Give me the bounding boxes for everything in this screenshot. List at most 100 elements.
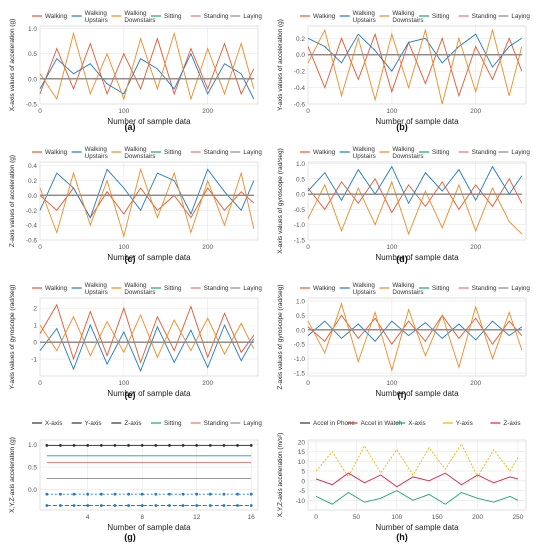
legend-label: Sitting (432, 13, 450, 20)
y-tick-label: 0 (301, 478, 305, 485)
series-line-walking (307, 314, 523, 345)
legend: Walking WalkingUpstairsWalkingDownstairsS… (32, 282, 262, 296)
data-point (86, 444, 90, 447)
y-tick-label: 20 (298, 439, 306, 446)
chart-panel-7: 1.0 0.5 0.0 4 8 12 16 Number of sample data X,Y,… (9, 420, 262, 542)
y-tick-label: -0.5 (26, 102, 38, 109)
legend: Accel in Phone Accel in Watch X-axis Y-axis… (300, 420, 521, 427)
legend-label: Walking (353, 10, 376, 17)
data-point (113, 444, 117, 447)
y-tick-label: -0.2 (26, 208, 38, 215)
y-tick-label: -0.5 (294, 207, 306, 214)
y-tick-label: 0 (33, 340, 37, 347)
x-tick-label: 0 (314, 514, 318, 521)
y-tick-label: 15 (298, 449, 306, 456)
legend-label: Walking (45, 149, 68, 156)
legend-label: Walking (353, 282, 376, 289)
y-tick-label: 0.2 (296, 36, 305, 43)
data-point (140, 504, 144, 507)
y-axis-label: X,Y,Z-axis acceleration (g) (9, 437, 16, 513)
data-point (127, 504, 130, 507)
data-point (208, 492, 212, 496)
legend: Walking WalkingUpstairsWalkingDownstairsS… (300, 146, 530, 160)
x-tick-label: 0 (38, 108, 42, 115)
x-axis-label: Number of sample data (107, 253, 191, 262)
data-point (208, 444, 212, 447)
x-tick-label: 4 (86, 514, 90, 521)
y-tick-label: 0.0 (296, 192, 305, 199)
series-line-walking-upstairs (307, 320, 523, 342)
x-tick-label: 200 (470, 244, 481, 251)
data-point (168, 504, 171, 507)
legend-label: Laying (511, 285, 530, 292)
chart-panel-3: 0.4 0.2 0.0 -0.2 -0.4 -0.60 100 200 Number of sa… (9, 146, 262, 264)
y-tick-label: 0.5 (296, 176, 305, 183)
legend-label: Laying (243, 285, 262, 292)
x-tick-label: 100 (118, 380, 129, 387)
y-tick-label: -0.5 (294, 342, 306, 349)
y-axis-label: Z-axis values of acceleration (g) (9, 155, 16, 247)
legend-label: Laying (511, 13, 530, 20)
legend-label: Walking (85, 146, 108, 153)
data-point (72, 444, 76, 447)
data-point (195, 444, 199, 447)
x-tick-label: 150 (432, 514, 443, 521)
chart-panel-2: 0.2 0.0 -0.2 -0.4 -0.60 100 200 Number of sampl… (277, 10, 530, 132)
legend-label: Z-axis (503, 420, 520, 427)
series-line-walking (307, 177, 523, 214)
legend-label: Upstairs (353, 153, 376, 160)
y-tick-label: 0.0 (28, 76, 37, 83)
y-tick-label: -1.0 (294, 356, 306, 363)
data-point (99, 492, 103, 496)
x-tick-label: 200 (202, 244, 213, 251)
data-point (59, 444, 62, 447)
y-tick-label: 1 (33, 323, 37, 330)
plot-area (39, 439, 259, 511)
x-tick-label: 100 (386, 244, 397, 251)
series-line-x-axis (315, 490, 519, 505)
legend-label: Downstairs (392, 17, 423, 24)
y-axis-label: Y-axis values of acceleration (g) (277, 19, 284, 111)
panel-label: (d) (396, 254, 408, 264)
y-tick-label: -0.4 (294, 85, 306, 92)
data-point (222, 444, 226, 447)
legend-label: X-axis (408, 420, 426, 427)
data-point (45, 444, 49, 447)
x-tick-label: 200 (470, 108, 481, 115)
x-tick-label: 0 (38, 380, 42, 387)
data-point (195, 492, 199, 496)
legend-label: Walking (124, 282, 147, 289)
legend: Walking WalkingUpstairsWalkingDownstairsS… (32, 10, 262, 24)
x-tick-label: 16 (248, 514, 256, 521)
legend-label: Sitting (432, 149, 450, 156)
data-point (140, 444, 144, 447)
legend-label: Laying (243, 420, 262, 427)
y-tick-label: 1.0 (28, 26, 37, 33)
data-point (168, 492, 171, 496)
x-tick-label: 0 (306, 380, 310, 387)
y-tick-label: 5 (301, 469, 305, 476)
plot-area (307, 297, 527, 377)
y-tick-label: 0.0 (296, 52, 305, 59)
legend-label: X-axis (45, 420, 63, 427)
y-tick-label: 1.0 (296, 161, 305, 168)
panel-label: (b) (396, 122, 408, 132)
legend-label: Standing (204, 285, 229, 292)
legend-label: Walking (392, 146, 415, 153)
data-point (168, 444, 171, 447)
x-axis-label: Number of sample data (375, 117, 459, 126)
y-axis-label: X-axis values of acceleration (g) (9, 19, 16, 112)
data-point (249, 504, 253, 507)
data-point (181, 492, 185, 496)
panel-label: (e) (125, 390, 136, 400)
y-tick-label: 0.5 (296, 313, 305, 320)
data-point (154, 504, 158, 507)
data-point (72, 504, 76, 507)
x-axis-label: Number of sample data (375, 389, 459, 398)
series-line-walking (39, 303, 255, 364)
data-point (236, 504, 239, 507)
series-line-walking-downstairs (39, 31, 255, 101)
legend-label: Sitting (164, 149, 182, 156)
data-point (59, 504, 62, 507)
